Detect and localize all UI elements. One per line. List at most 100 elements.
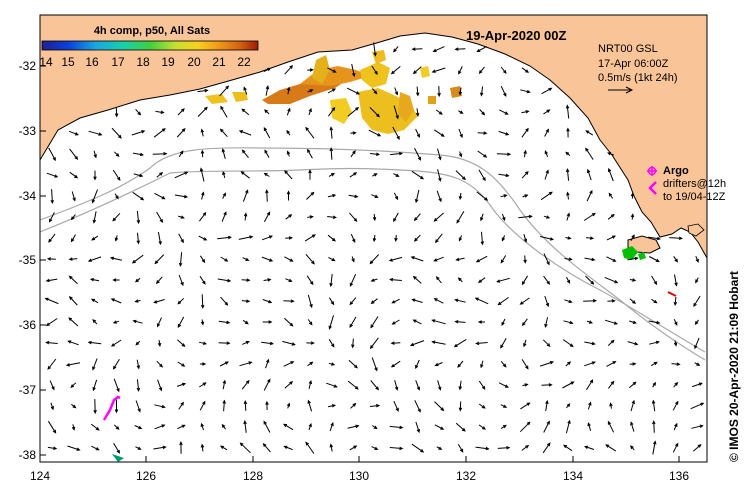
current-vector-head bbox=[653, 361, 658, 366]
current-vector-head bbox=[286, 150, 291, 155]
current-vector-head bbox=[454, 320, 459, 324]
current-vector-head bbox=[70, 238, 75, 243]
current-vector-head bbox=[503, 92, 507, 97]
current-vector-head bbox=[373, 52, 377, 57]
current-vector bbox=[92, 358, 98, 370]
current-vector-head bbox=[590, 280, 595, 285]
current-vector bbox=[371, 357, 378, 371]
current-vector-head bbox=[159, 219, 163, 223]
current-vector-head bbox=[308, 169, 312, 174]
current-vector bbox=[327, 107, 336, 117]
current-vector-head bbox=[416, 386, 420, 391]
current-vector-head bbox=[459, 133, 463, 139]
current-vector-head bbox=[632, 320, 637, 324]
current-vector bbox=[48, 233, 56, 243]
current-vector bbox=[348, 194, 358, 198]
current-vector bbox=[544, 129, 549, 137]
current-vector bbox=[176, 128, 186, 138]
current-vector bbox=[414, 213, 421, 221]
current-vector bbox=[113, 442, 120, 454]
current-vector-head bbox=[481, 111, 486, 116]
current-vector-head bbox=[309, 361, 314, 366]
current-vector bbox=[133, 152, 143, 156]
current-vector-head bbox=[283, 423, 288, 428]
current-vector-head bbox=[546, 343, 551, 348]
current-vector-head bbox=[307, 399, 311, 404]
current-vector-head bbox=[290, 299, 295, 303]
current-vector bbox=[432, 67, 446, 73]
current-vector bbox=[284, 170, 293, 180]
current-vector-head bbox=[373, 173, 378, 177]
current-vector bbox=[500, 66, 507, 74]
current-vector-head bbox=[331, 106, 336, 111]
current-vector-head bbox=[480, 241, 485, 246]
current-vector-head bbox=[331, 362, 336, 366]
current-vector bbox=[476, 191, 488, 201]
current-vector-head bbox=[372, 238, 377, 243]
current-vector-head bbox=[224, 361, 229, 365]
current-vector bbox=[219, 361, 229, 367]
current-vector-head bbox=[504, 111, 509, 115]
current-vector-head bbox=[74, 156, 79, 161]
current-vector-head bbox=[524, 194, 529, 198]
sst-tick: 18 bbox=[136, 55, 150, 69]
current-vector-head bbox=[592, 299, 597, 303]
current-vector bbox=[284, 65, 293, 75]
current-vector-head bbox=[502, 216, 506, 222]
info-scale: 0.5m/s (1kt 24h) bbox=[598, 72, 677, 84]
current-vector-head bbox=[181, 108, 185, 112]
current-vector-head bbox=[91, 199, 96, 204]
current-vector bbox=[134, 425, 142, 429]
current-vector-head bbox=[412, 275, 417, 280]
current-vector-head bbox=[568, 257, 573, 261]
current-vector bbox=[178, 402, 184, 410]
current-vector-head bbox=[417, 408, 421, 413]
sst-bar-ticks: 14 15 16 17 18 19 20 21 22 bbox=[39, 55, 251, 69]
current-vector bbox=[370, 316, 379, 328]
current-vector bbox=[437, 380, 441, 390]
current-vector bbox=[414, 147, 421, 161]
current-vector bbox=[606, 256, 616, 262]
current-vector-head bbox=[52, 429, 57, 434]
current-vector bbox=[544, 295, 549, 307]
current-vector-head bbox=[505, 173, 510, 178]
current-vector bbox=[177, 361, 185, 367]
current-vector-head bbox=[330, 422, 334, 427]
current-vector bbox=[539, 361, 554, 367]
current-vector-head bbox=[611, 299, 616, 303]
current-vector bbox=[542, 442, 551, 454]
current-vector-head bbox=[610, 214, 615, 218]
current-vector bbox=[69, 296, 78, 306]
current-vector-head bbox=[288, 214, 293, 218]
current-vector bbox=[584, 361, 595, 367]
current-vector bbox=[454, 338, 467, 348]
current-vector-head bbox=[219, 128, 224, 133]
info-model: NRT00 GSL bbox=[598, 43, 658, 55]
land-mass bbox=[39, 14, 708, 260]
current-vector-head bbox=[220, 105, 224, 110]
current-vector-head bbox=[505, 132, 510, 136]
current-vector-head bbox=[432, 48, 437, 52]
current-vector bbox=[607, 421, 615, 433]
current-vector-head bbox=[224, 258, 229, 262]
current-vector-head bbox=[528, 214, 533, 219]
current-vector-head bbox=[549, 361, 554, 365]
current-vector-head bbox=[353, 218, 358, 222]
current-vector-head bbox=[373, 425, 378, 430]
current-vector-head bbox=[375, 152, 381, 156]
current-vector bbox=[153, 446, 166, 450]
current-vector-head bbox=[458, 237, 463, 242]
current-vector bbox=[499, 109, 508, 115]
current-vector bbox=[305, 442, 315, 454]
current-vector bbox=[111, 127, 122, 139]
current-vector bbox=[497, 277, 510, 283]
current-vector-head bbox=[309, 281, 314, 286]
current-vector bbox=[411, 256, 424, 262]
current-vector bbox=[478, 169, 486, 181]
current-vector-head bbox=[349, 301, 354, 306]
current-vector-head bbox=[136, 387, 141, 392]
current-vector-head bbox=[136, 219, 141, 225]
current-vector bbox=[652, 400, 656, 412]
current-vector-head bbox=[87, 258, 92, 262]
current-vector-head bbox=[652, 420, 656, 425]
